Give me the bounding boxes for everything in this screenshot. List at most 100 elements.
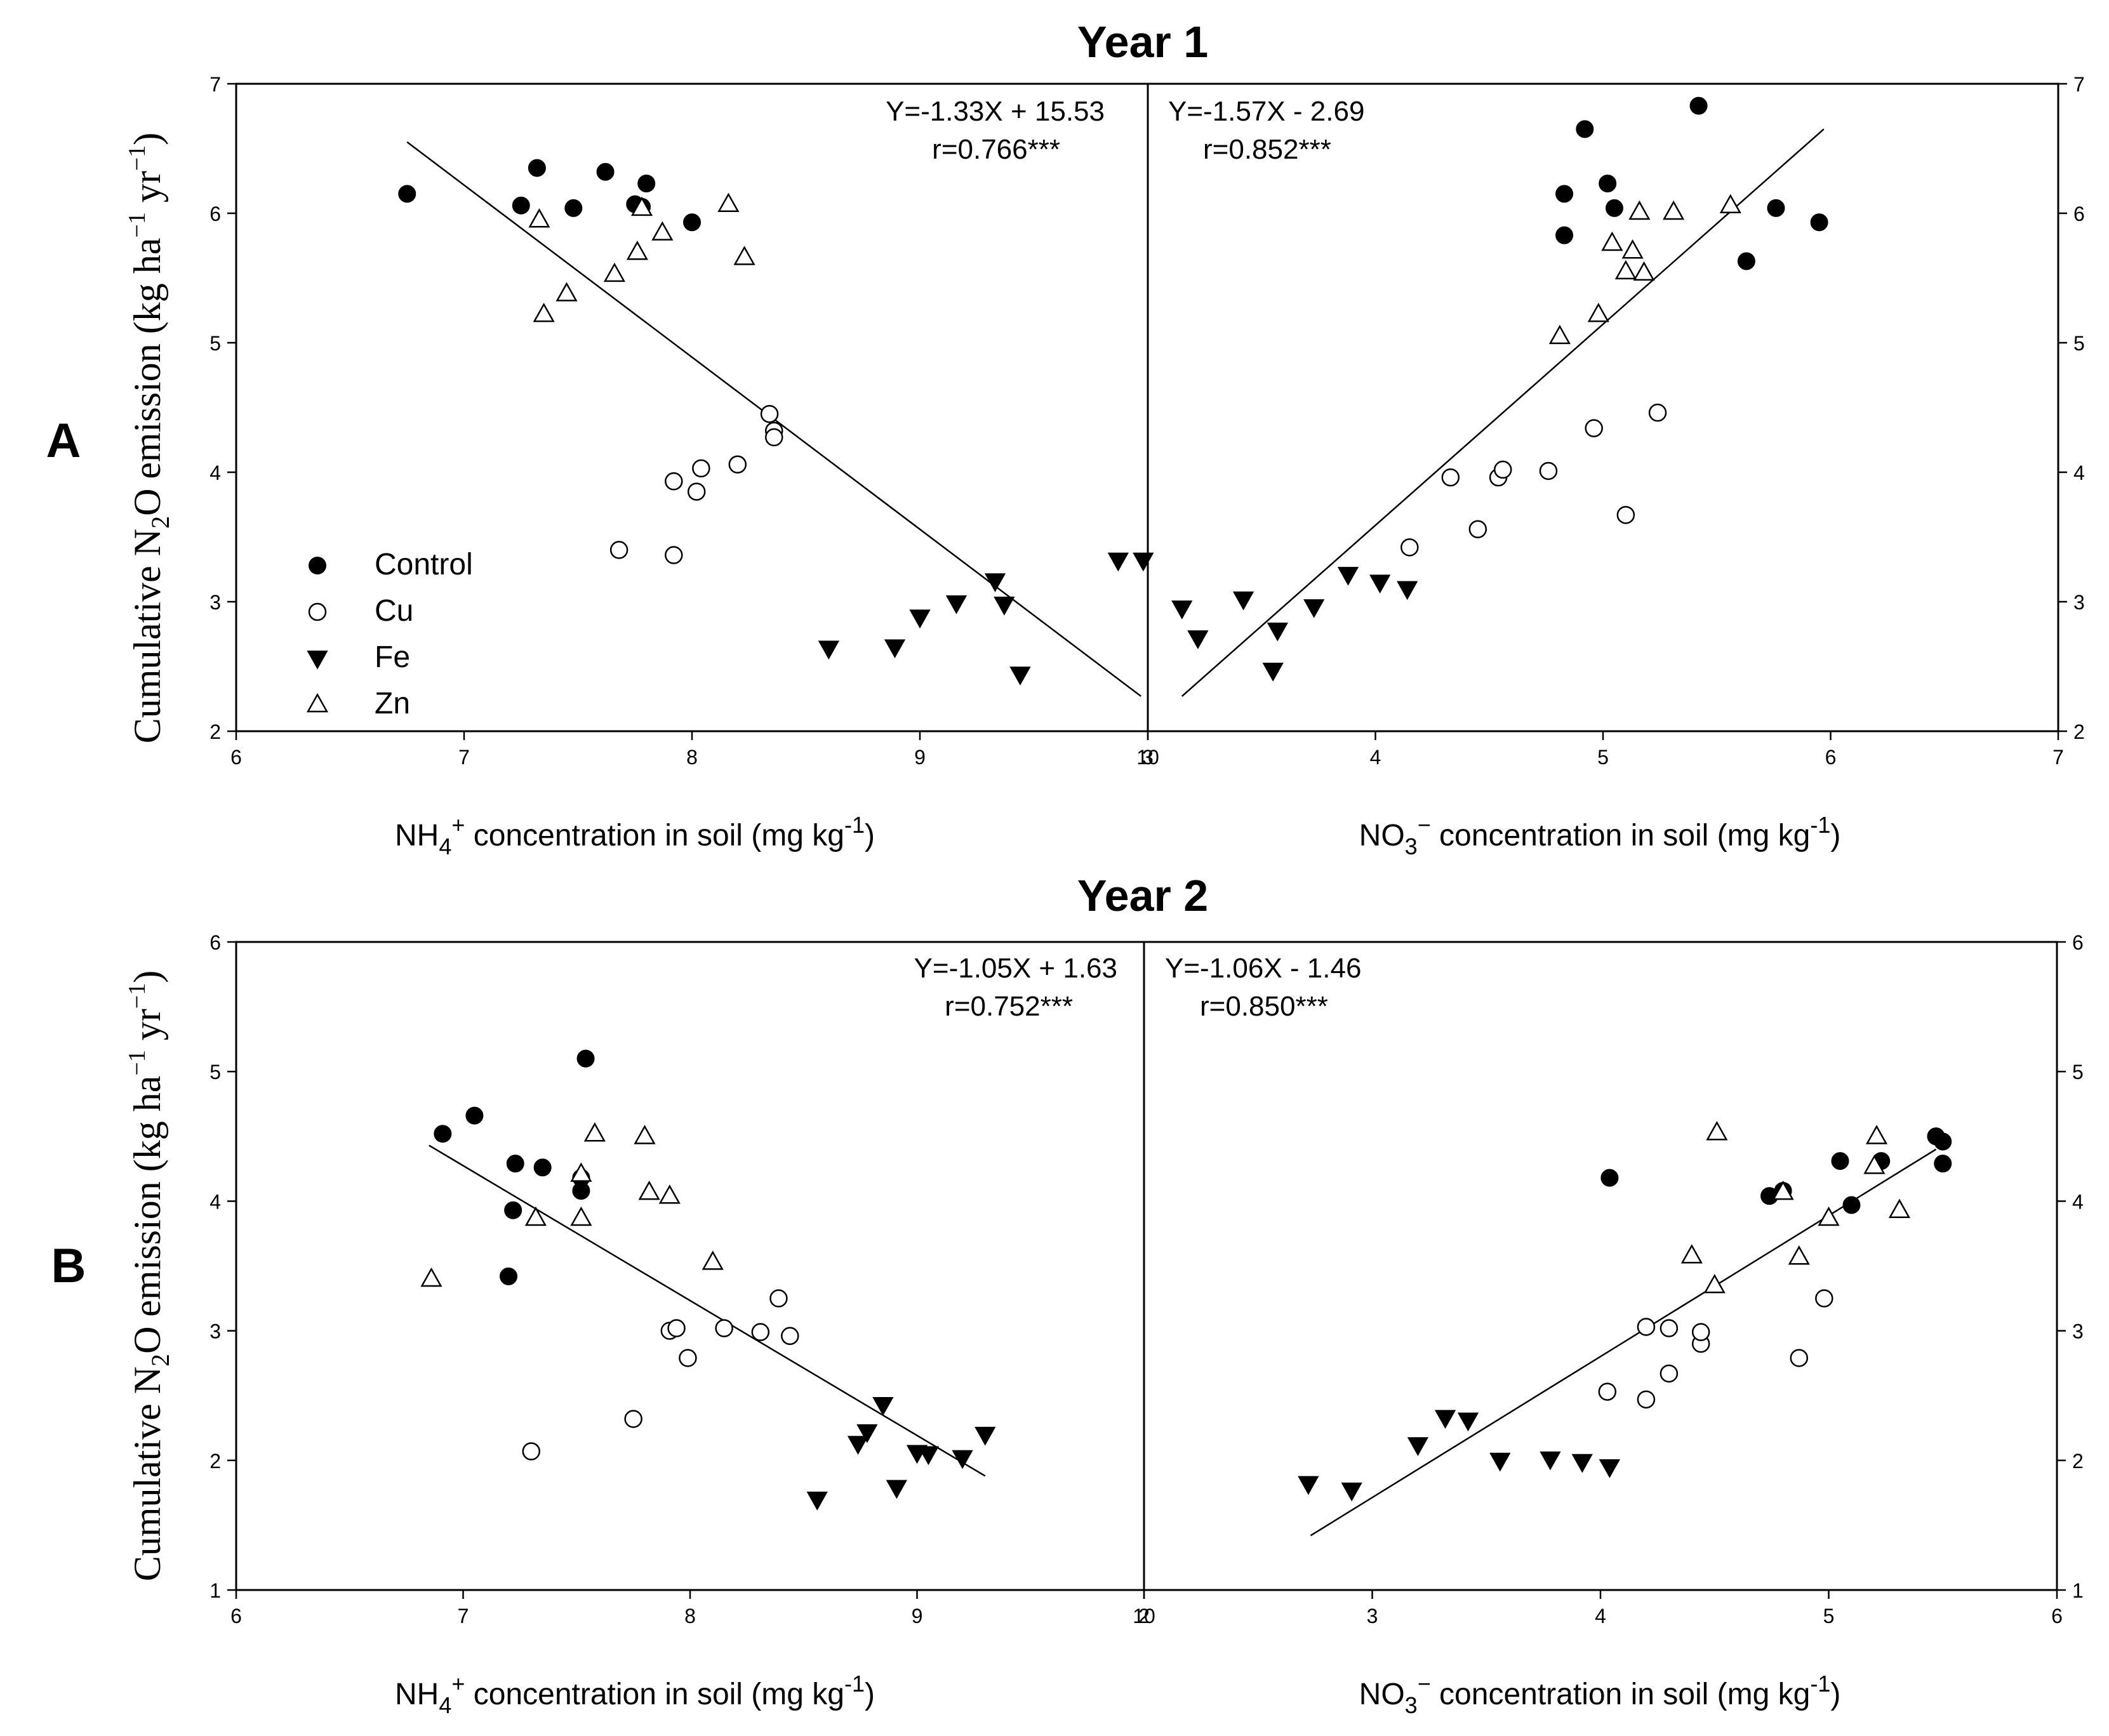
data-point-control (398, 185, 416, 203)
legend-label-cu: Cu (375, 594, 413, 628)
y-tick-label: 7 (2073, 73, 2085, 96)
data-point-fe (975, 1426, 996, 1446)
x-tick-label: 3 (1142, 746, 1154, 769)
year1-title: Year 1 (1077, 17, 1208, 67)
y-tick-label: 4 (210, 1190, 221, 1213)
data-point-cu (1660, 1319, 1679, 1337)
data-point-cu (781, 1327, 799, 1346)
legend-marker-control (309, 557, 326, 574)
data-point-fe (1599, 1459, 1621, 1478)
y-axis-label-year2: Cumulative N2O emission (kg ha−1 yr−1) (124, 971, 175, 1581)
data-point-cu (679, 1349, 697, 1367)
x-tick-label: 3 (1367, 1605, 1378, 1627)
data-point-cu (1637, 1318, 1656, 1336)
data-point-cu (1815, 1289, 1833, 1308)
data-point-control (1689, 96, 1708, 115)
data-point-control (1555, 185, 1574, 203)
data-point-fe (1187, 630, 1209, 649)
correlation-coefficient: r=0.752*** (945, 991, 1073, 1022)
y-tick-label: 5 (2072, 1061, 2084, 1083)
data-point-fe (1369, 574, 1391, 594)
data-point-zn (603, 262, 626, 282)
data-point-cu (1400, 538, 1419, 557)
data-point-zn (420, 1267, 442, 1287)
data-point-fe (872, 1396, 894, 1416)
data-point-control (1737, 252, 1755, 270)
regression-equation: Y=-1.05X + 1.63 (914, 953, 1117, 984)
x-tick-label: 2 (1138, 1605, 1150, 1627)
y-tick-label: 5 (2073, 332, 2085, 355)
data-point-control (528, 159, 546, 177)
y-axis-label-year1: Cumulative N2O emission (kg ha−1 yr−1) (124, 133, 175, 743)
plot-frame (1143, 941, 2058, 1591)
data-point-cu (751, 1323, 770, 1341)
data-point-control (1555, 226, 1574, 244)
regression-equation: Y=-1.33X + 15.53 (886, 96, 1105, 127)
x-tick-label: 8 (686, 746, 698, 769)
data-point-control (1842, 1196, 1861, 1214)
data-point-fe (1457, 1412, 1479, 1432)
data-point-zn (717, 192, 740, 213)
data-point-control (576, 1049, 595, 1068)
data-point-cu (609, 541, 629, 559)
data-point-control (1599, 175, 1617, 193)
data-point-zn (1633, 261, 1655, 281)
x-tick-label: 4 (1370, 746, 1381, 769)
data-point-zn (702, 1250, 724, 1270)
x-tick-label: 5 (1597, 746, 1609, 769)
y-tick-label: 2 (210, 1450, 221, 1473)
data-point-cu (1494, 460, 1512, 479)
x-tick-label: 4 (1595, 1605, 1606, 1627)
y-tick-label: 6 (2073, 202, 2085, 225)
regression-line (1181, 128, 1825, 697)
regression-equation: Y=-1.57X - 2.69 (1168, 96, 1364, 127)
data-point-zn (1818, 1206, 1840, 1226)
legend-label-control: Control (375, 548, 473, 581)
data-point-cu (1468, 520, 1487, 539)
x-tick-label: 6 (230, 746, 242, 769)
panel-year2-nh4: 6 7 8 9 10 1 2 3 4 5 6 Y=-1.05X + 1.63 r=0.752*** (210, 931, 1155, 1627)
data-point-zn (1719, 194, 1741, 214)
data-point-control (1576, 120, 1594, 138)
data-point-zn (1788, 1245, 1810, 1265)
data-point-control (1605, 199, 1623, 217)
correlation-coefficient: r=0.766*** (932, 134, 1060, 165)
data-point-control (637, 175, 656, 193)
data-point-fe (1341, 1482, 1362, 1502)
data-point-cu (1637, 1390, 1656, 1409)
data-point-zn (1601, 231, 1623, 251)
data-point-control (533, 1158, 552, 1177)
data-point-cu (667, 1319, 686, 1337)
data-point-zn (1663, 200, 1685, 220)
data-point-fe (1489, 1452, 1511, 1472)
data-point-cu (1790, 1349, 1809, 1367)
data-point-fe (856, 1424, 878, 1443)
panel-year1-nh4: 6 7 8 9 10 2 3 4 5 6 7 Y=-1.33X + 15.53 r=0.766*** (210, 73, 1159, 769)
data-point-control (465, 1106, 484, 1125)
data-point-zn (556, 282, 578, 301)
x-tick-label: 6 (2051, 1605, 2063, 1627)
data-point-fe (1434, 1410, 1456, 1429)
data-point-fe (917, 1446, 940, 1466)
data-point-control (1934, 1155, 1952, 1173)
data-point-fe (1407, 1437, 1429, 1456)
y-tick-label: 7 (210, 73, 221, 96)
data-point-cu (728, 455, 747, 474)
data-point-cu (624, 1410, 642, 1428)
data-point-zn (651, 221, 674, 241)
y-tick-label: 5 (210, 1061, 221, 1083)
data-point-cu (687, 482, 706, 501)
y-tick-label: 6 (210, 202, 221, 225)
data-point-fe (952, 1450, 973, 1469)
correlation-coefficient: r=0.850*** (1200, 991, 1328, 1022)
data-point-cu (715, 1319, 733, 1337)
x-tick-label: 7 (458, 1605, 469, 1627)
data-point-cu (692, 459, 710, 478)
x-tick-label: 9 (912, 1605, 923, 1627)
x-tick-label: 7 (458, 746, 470, 769)
y-tick-label: 5 (210, 332, 221, 355)
x-axis-label-year2-nh4: NH4+ concentration in soil (mg kg-1) (395, 1671, 875, 1718)
data-point-zn (570, 1162, 592, 1182)
